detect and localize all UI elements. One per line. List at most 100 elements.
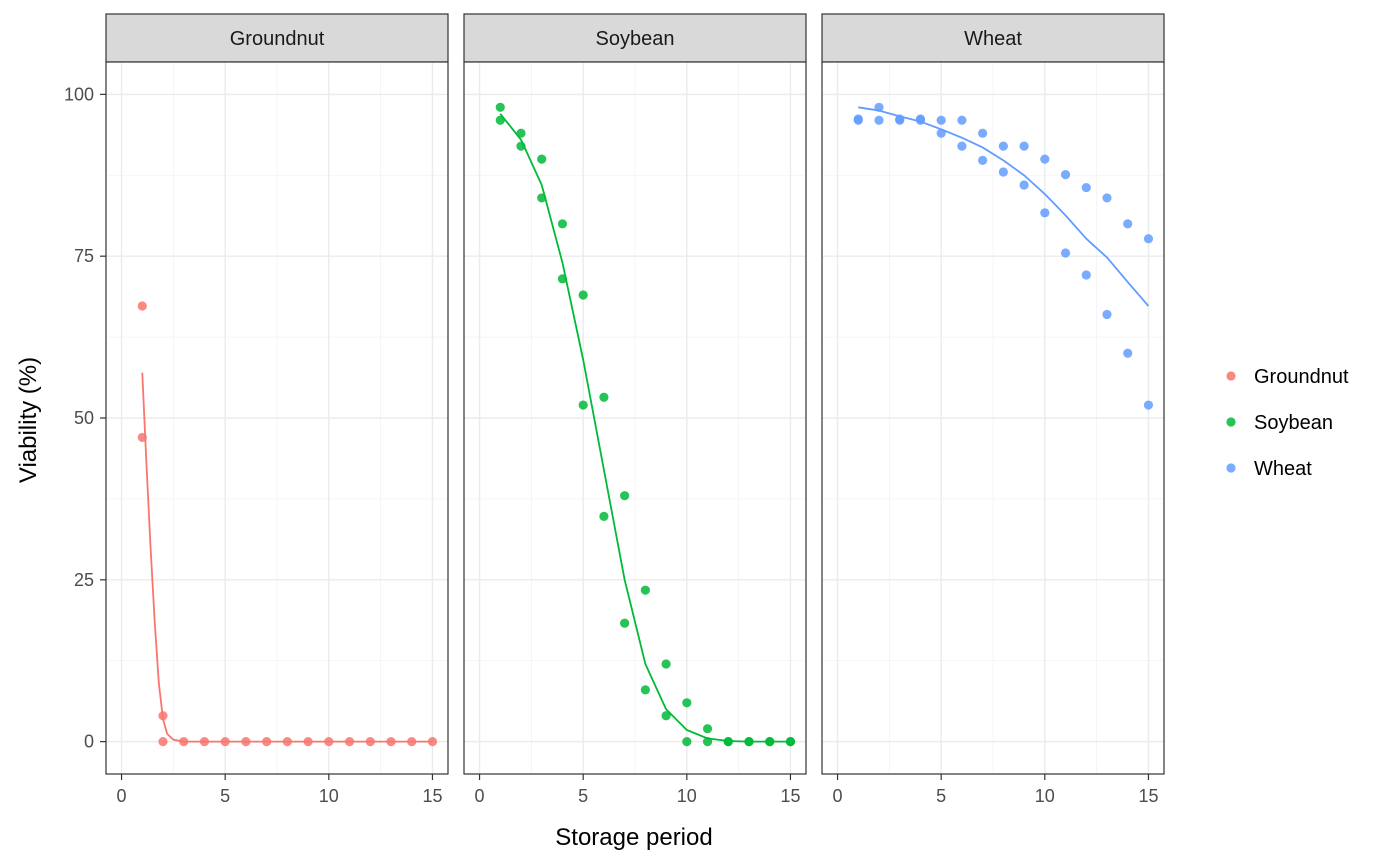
point-soybean: [744, 737, 754, 747]
legend-label-groundnut: Groundnut: [1254, 366, 1349, 388]
legend-item-wheat: Wheat: [1226, 458, 1312, 480]
point-soybean: [620, 618, 630, 628]
point-wheat: [1081, 270, 1091, 280]
point-wheat: [1123, 348, 1133, 358]
x-tick-label: 5: [578, 786, 588, 806]
point-soybean: [557, 274, 568, 284]
point-soybean: [516, 128, 526, 138]
y-tick-label: 0: [84, 732, 94, 752]
x-tick-label: 15: [1138, 786, 1158, 806]
y-tick-label: 75: [74, 246, 94, 266]
point-wheat: [1060, 170, 1071, 180]
y-axis-title: Viability (%): [15, 357, 42, 483]
point-soybean: [516, 141, 526, 151]
point-wheat: [957, 115, 967, 125]
point-wheat: [1081, 182, 1091, 193]
legend-item-groundnut: Groundnut: [1226, 366, 1349, 388]
point-soybean: [495, 115, 505, 125]
axis-ticks: 0 5 10 15 0 5 10 15 0 5 10 15 0 25 50 75 100: [64, 84, 1159, 806]
point-soybean: [682, 698, 692, 708]
point-soybean: [599, 392, 609, 402]
point-groundnut: [344, 737, 355, 747]
point-groundnut: [158, 711, 168, 721]
x-tick-label: 10: [319, 786, 339, 806]
point-wheat: [1040, 208, 1050, 218]
y-tick-label: 50: [74, 408, 94, 428]
point-wheat: [874, 102, 884, 112]
fit-line-wheat: [858, 106, 1150, 307]
point-soybean: [557, 219, 568, 229]
point-wheat: [915, 115, 926, 125]
point-wheat: [1143, 400, 1154, 410]
x-axis-title: Storage period: [555, 824, 712, 851]
facet-panels: Groundnut Soybean Wheat: [105, 13, 1165, 775]
point-groundnut: [282, 737, 292, 747]
point-wheat: [1143, 234, 1154, 244]
x-tick-label: 0: [475, 786, 485, 806]
point-soybean: [682, 737, 692, 747]
point-groundnut: [137, 301, 147, 311]
point-soybean: [661, 711, 671, 721]
point-soybean: [702, 737, 713, 747]
point-soybean: [640, 685, 650, 695]
x-tick-label: 5: [936, 786, 946, 806]
point-soybean: [537, 193, 547, 203]
x-tick-label: 0: [833, 786, 843, 806]
strip-groundnut: [105, 13, 449, 63]
point-soybean: [537, 154, 547, 164]
point-groundnut: [365, 737, 375, 747]
legend-key-wheat: [1226, 463, 1236, 473]
point-groundnut: [324, 737, 334, 747]
strip-label-groundnut: Groundnut: [230, 28, 325, 50]
point-soybean: [578, 400, 588, 410]
point-wheat: [1123, 219, 1133, 229]
point-groundnut: [427, 737, 438, 747]
point-soybean: [785, 737, 796, 747]
strip-soybean: [463, 13, 807, 63]
point-soybean: [495, 102, 505, 112]
point-wheat: [936, 128, 946, 138]
point-wheat: [998, 167, 1008, 177]
point-soybean: [723, 737, 733, 747]
strip-wheat: [821, 13, 1165, 63]
legend-label-soybean: Soybean: [1254, 412, 1333, 434]
point-wheat: [978, 155, 988, 165]
x-tick-label: 10: [1035, 786, 1055, 806]
point-wheat: [1019, 180, 1029, 190]
point-groundnut: [407, 737, 417, 747]
point-wheat: [895, 115, 905, 125]
point-wheat: [998, 141, 1008, 151]
point-wheat: [1102, 193, 1112, 203]
legend-label-wheat: Wheat: [1254, 458, 1312, 480]
x-tick-label: 15: [422, 786, 442, 806]
panel-wheat: Wheat: [821, 13, 1165, 775]
point-soybean: [661, 659, 671, 669]
point-soybean: [702, 724, 713, 734]
point-groundnut: [158, 737, 168, 747]
legend-key-soybean: [1226, 417, 1236, 427]
x-tick-label: 0: [117, 786, 127, 806]
point-wheat: [1102, 309, 1112, 320]
y-tick-label: 100: [64, 84, 94, 104]
strip-label-wheat: Wheat: [964, 28, 1022, 50]
point-soybean: [765, 737, 775, 747]
y-tick-label: 25: [74, 570, 94, 590]
point-groundnut: [262, 737, 272, 747]
panel-border-soybean: [463, 61, 807, 775]
x-tick-label: 10: [677, 786, 697, 806]
point-groundnut: [179, 737, 189, 747]
point-wheat: [1040, 154, 1050, 164]
x-tick-label: 5: [220, 786, 230, 806]
point-wheat: [874, 115, 884, 125]
point-wheat: [936, 115, 946, 125]
point-soybean: [640, 585, 650, 595]
legend: Groundnut Soybean Wheat: [1226, 366, 1349, 480]
panel-soybean: Soybean: [463, 13, 807, 775]
point-wheat: [957, 141, 967, 151]
point-groundnut: [199, 737, 210, 747]
point-groundnut: [303, 737, 313, 747]
point-soybean: [599, 511, 609, 521]
point-groundnut: [137, 432, 147, 443]
point-wheat: [1060, 248, 1071, 258]
